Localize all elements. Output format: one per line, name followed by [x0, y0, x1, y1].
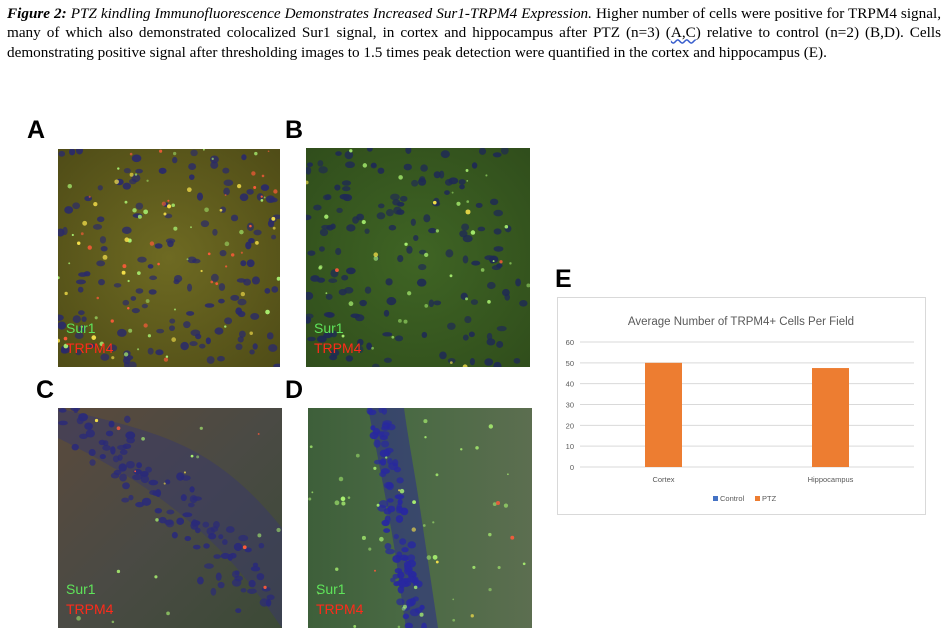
panel-letter-d: D: [285, 376, 304, 404]
micrograph-c-trpm4-label: TRPM4: [66, 601, 114, 617]
legend-label-ptz: PTZ: [762, 494, 777, 503]
bar-chart-svg: Average Number of TRPM4+ Cells Per Field…: [566, 316, 914, 503]
panel-letter-e: E: [555, 265, 572, 293]
figure-title: PTZ kindling Immunofluorescence Demonstr…: [70, 5, 592, 22]
panel-letter-a: A: [27, 116, 46, 144]
legend-swatch-control: [713, 496, 718, 501]
x-tick-label: Hippocampus: [808, 475, 854, 484]
y-tick-label: 30: [566, 401, 574, 410]
panel-letter-b: B: [285, 116, 304, 144]
micrograph-a-image: [58, 149, 280, 367]
y-tick-label: 10: [566, 442, 574, 451]
micrograph-d-sur1-label: Sur1: [316, 581, 346, 597]
figure-caption: Figure 2: PTZ kindling Immunofluorescenc…: [7, 4, 941, 62]
legend-swatch-ptz: [755, 496, 760, 501]
micrograph-d-image: [308, 408, 532, 628]
y-tick-label: 20: [566, 421, 574, 430]
figure-label: Figure 2:: [7, 5, 67, 22]
caption-underlined-ref: A,C: [670, 24, 696, 42]
micrograph-c-sur1-label: Sur1: [66, 581, 96, 597]
caption-text-1: Higher number of cells were positive for…: [7, 5, 942, 42]
micrograph-b-sur1-label: Sur1: [314, 320, 344, 336]
micrograph-c: Sur1 TRPM4: [58, 408, 282, 628]
y-tick-label: 60: [566, 338, 574, 347]
y-tick-label: 40: [566, 380, 574, 389]
caption-text-2: ) relative to control (n=2) (B,D). Cells…: [7, 24, 941, 61]
micrograph-d-trpm4-label: TRPM4: [316, 601, 364, 617]
micrograph-b-trpm4-label: TRPM4: [314, 340, 362, 356]
y-tick-label: 0: [570, 463, 574, 472]
panel-letter-c: C: [36, 376, 55, 404]
micrograph-a: Sur1 TRPM4: [58, 149, 280, 367]
x-tick-label: Cortex: [652, 475, 674, 484]
micrograph-a-trpm4-label: TRPM4: [66, 340, 114, 356]
micrograph-d: Sur1 TRPM4: [308, 408, 532, 628]
micrograph-a-sur1-label: Sur1: [66, 320, 96, 336]
bar-ptz-cortex: [645, 362, 682, 467]
chart-title: Average Number of TRPM4+ Cells Per Field: [628, 316, 854, 328]
bar-ptz-hippocampus: [812, 368, 849, 467]
micrograph-b-image: [306, 148, 530, 367]
micrograph-c-image: [58, 408, 282, 628]
bar-chart-e: Average Number of TRPM4+ Cells Per Field…: [557, 297, 926, 515]
legend-label-control: Control: [720, 494, 745, 503]
micrograph-b: Sur1 TRPM4: [306, 148, 530, 367]
y-tick-label: 50: [566, 359, 574, 368]
